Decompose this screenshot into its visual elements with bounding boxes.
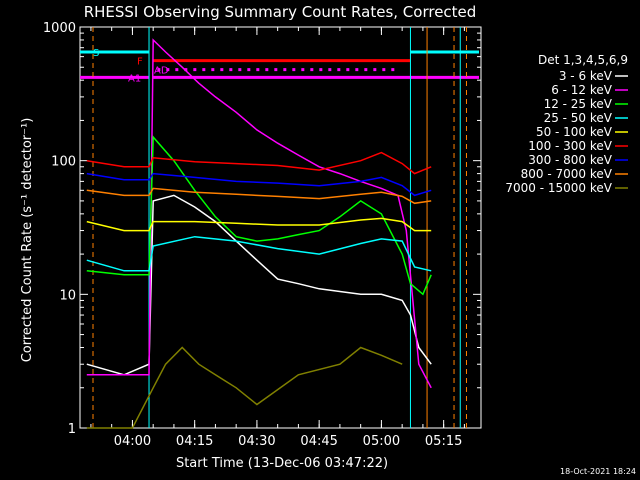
flag-label: F: [137, 57, 143, 68]
footer-timestamp: 18-Oct-2021 18:24: [560, 467, 636, 476]
x-tick-label: 05:00: [363, 434, 400, 449]
observing-flags: S F AD A1: [80, 27, 479, 428]
legend-entry: 7000 - 15000 keV: [505, 181, 612, 195]
x-tick-label: 04:30: [238, 434, 275, 449]
series-line: [86, 151, 432, 175]
legend-entry: 300 - 800 keV: [528, 153, 612, 167]
series-line: [86, 217, 432, 232]
flag-label: A1: [128, 73, 141, 84]
plot-frame: [79, 26, 482, 429]
x-axis-label: Start Time (13-Dec-06 03:47:22): [176, 456, 388, 471]
y-tick-label: 100: [51, 155, 76, 170]
x-axis: 04:00 04:15 04:30 04:45 05:00 05:15: [90, 27, 465, 449]
legend-entry: 100 - 300 keV: [528, 139, 612, 153]
series-line: [86, 235, 432, 272]
series-line: [86, 194, 432, 376]
x-tick-label: 04:15: [176, 434, 213, 449]
y-tick-label: 10: [59, 288, 76, 303]
y-tick-label: 1: [68, 422, 76, 437]
chart-title: RHESSI Observing Summary Count Rates, Co…: [84, 3, 477, 21]
legend-entry: 6 - 12 keV: [551, 83, 613, 97]
x-tick-label: 04:45: [300, 434, 337, 449]
flag-label: AD: [154, 66, 169, 77]
legend-title: Det 1,3,4,5,6,9: [538, 53, 628, 67]
series-line: [86, 172, 432, 197]
x-tick-label: 05:15: [425, 434, 462, 449]
series-line: [86, 346, 403, 429]
series-line: [86, 38, 432, 389]
y-axis: 1 10 100 1000: [43, 21, 481, 437]
legend-entry: 12 - 25 keV: [544, 97, 613, 111]
y-axis-label: Corrected Count Rate (s⁻¹ detector⁻¹): [20, 118, 35, 363]
y-tick-label: 1000: [43, 21, 76, 36]
series-line: [86, 135, 432, 296]
legend-entry: 3 - 6 keV: [559, 69, 613, 83]
series-line: [86, 187, 432, 205]
legend-entry: 50 - 100 keV: [536, 125, 613, 139]
flag-label: S: [93, 48, 99, 59]
legend-entry: 800 - 7000 keV: [521, 167, 613, 181]
legend-entry: 25 - 50 keV: [544, 111, 613, 125]
x-tick-label: 04:00: [114, 434, 151, 449]
series-lines: [86, 38, 432, 429]
